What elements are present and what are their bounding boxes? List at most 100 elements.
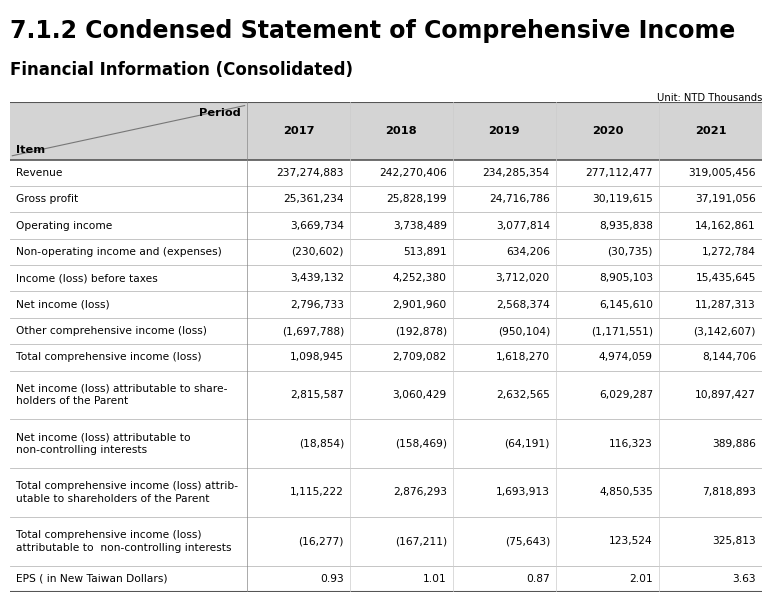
Text: 8,905,103: 8,905,103: [599, 273, 653, 283]
Text: 3,060,429: 3,060,429: [393, 390, 447, 400]
Text: 1.01: 1.01: [423, 574, 447, 584]
Text: 319,005,456: 319,005,456: [689, 168, 756, 178]
Text: 25,361,234: 25,361,234: [283, 194, 344, 204]
Text: 3,077,814: 3,077,814: [496, 221, 550, 231]
Text: 25,828,199: 25,828,199: [386, 194, 447, 204]
Text: 6,145,610: 6,145,610: [599, 300, 653, 310]
Bar: [10, 344, 762, 371]
Bar: [10, 160, 762, 186]
Text: 0.93: 0.93: [320, 574, 344, 584]
Text: Net income (loss): Net income (loss): [16, 300, 110, 310]
Text: Gross profit: Gross profit: [16, 194, 78, 204]
Text: 2017: 2017: [283, 126, 314, 136]
Text: Operating income: Operating income: [16, 221, 113, 231]
Text: 24,716,786: 24,716,786: [489, 194, 550, 204]
Text: 1,618,270: 1,618,270: [496, 352, 550, 362]
Text: 14,162,861: 14,162,861: [696, 221, 756, 231]
Text: (3,142,607): (3,142,607): [693, 326, 756, 336]
Text: (18,854): (18,854): [299, 439, 344, 448]
Text: 3,712,020: 3,712,020: [496, 273, 550, 283]
Text: (1,171,551): (1,171,551): [591, 326, 653, 336]
Text: (950,104): (950,104): [498, 326, 550, 336]
Text: (230,602): (230,602): [292, 247, 344, 257]
Text: (75,643): (75,643): [505, 536, 550, 546]
Bar: [10, 102, 762, 160]
Text: 3,669,734: 3,669,734: [290, 221, 344, 231]
Text: 277,112,477: 277,112,477: [585, 168, 653, 178]
Text: 4,252,380: 4,252,380: [393, 273, 447, 283]
Text: 2,709,082: 2,709,082: [393, 352, 447, 362]
Text: 325,813: 325,813: [713, 536, 756, 546]
Text: Net income (loss) attributable to share-
holders of the Parent: Net income (loss) attributable to share-…: [16, 383, 228, 407]
Bar: [10, 212, 762, 239]
Bar: [10, 186, 762, 212]
Text: 8,144,706: 8,144,706: [702, 352, 756, 362]
Text: Period: Period: [199, 108, 241, 118]
Text: (30,735): (30,735): [608, 247, 653, 257]
Text: 2,632,565: 2,632,565: [496, 390, 550, 400]
Text: 11,287,313: 11,287,313: [696, 300, 756, 310]
Text: 2019: 2019: [489, 126, 520, 136]
Text: Other comprehensive income (loss): Other comprehensive income (loss): [16, 326, 207, 336]
Text: 4,974,059: 4,974,059: [599, 352, 653, 362]
Bar: [10, 468, 762, 517]
Text: 7.1.2 Condensed Statement of Comprehensive Income: 7.1.2 Condensed Statement of Comprehensi…: [10, 19, 735, 43]
Bar: [10, 239, 762, 265]
Text: Unit: NTD Thousands: Unit: NTD Thousands: [657, 93, 762, 103]
Text: Net income (loss) attributable to
non-controlling interests: Net income (loss) attributable to non-co…: [16, 432, 191, 455]
Bar: [10, 517, 762, 566]
Text: 10,897,427: 10,897,427: [695, 390, 756, 400]
Text: 1,693,913: 1,693,913: [496, 487, 550, 498]
Text: (158,469): (158,469): [395, 439, 447, 448]
Text: EPS ( in New Taiwan Dollars): EPS ( in New Taiwan Dollars): [16, 574, 168, 584]
Text: 2,568,374: 2,568,374: [496, 300, 550, 310]
Text: 123,524: 123,524: [609, 536, 653, 546]
Text: 389,886: 389,886: [712, 439, 756, 448]
Text: 6,029,287: 6,029,287: [599, 390, 653, 400]
Text: 1,098,945: 1,098,945: [290, 352, 344, 362]
Text: 2.01: 2.01: [629, 574, 653, 584]
Text: 2,901,960: 2,901,960: [393, 300, 447, 310]
Text: 30,119,615: 30,119,615: [592, 194, 653, 204]
Text: Financial Information (Consolidated): Financial Information (Consolidated): [10, 61, 353, 79]
Bar: [10, 371, 762, 419]
Text: 1,115,222: 1,115,222: [290, 487, 344, 498]
Text: 7,818,893: 7,818,893: [702, 487, 756, 498]
Text: Total comprehensive income (loss)
attributable to  non-controlling interests: Total comprehensive income (loss) attrib…: [16, 530, 232, 553]
Text: 242,270,406: 242,270,406: [379, 168, 447, 178]
Text: (16,277): (16,277): [299, 536, 344, 546]
Text: 3.63: 3.63: [733, 574, 756, 584]
Text: Item: Item: [16, 145, 46, 155]
Bar: [10, 318, 762, 344]
Text: (1,697,788): (1,697,788): [282, 326, 344, 336]
Text: 234,285,354: 234,285,354: [482, 168, 550, 178]
Bar: [10, 566, 762, 592]
Text: 0.87: 0.87: [527, 574, 550, 584]
Text: 4,850,535: 4,850,535: [599, 487, 653, 498]
Text: 116,323: 116,323: [609, 439, 653, 448]
Text: 2021: 2021: [695, 126, 726, 136]
Text: 634,206: 634,206: [506, 247, 550, 257]
Text: Total comprehensive income (loss): Total comprehensive income (loss): [16, 352, 201, 362]
Text: Revenue: Revenue: [16, 168, 63, 178]
Text: 2,876,293: 2,876,293: [393, 487, 447, 498]
Text: 2020: 2020: [591, 126, 623, 136]
Text: 2018: 2018: [385, 126, 417, 136]
Bar: [10, 291, 762, 318]
Bar: [10, 419, 762, 468]
Text: (192,878): (192,878): [394, 326, 447, 336]
Bar: [10, 265, 762, 291]
Text: 237,274,883: 237,274,883: [276, 168, 344, 178]
Text: 513,891: 513,891: [403, 247, 447, 257]
Text: 2,815,587: 2,815,587: [290, 390, 344, 400]
Text: 15,435,645: 15,435,645: [696, 273, 756, 283]
Text: 37,191,056: 37,191,056: [696, 194, 756, 204]
Text: (167,211): (167,211): [394, 536, 447, 546]
Text: 2,796,733: 2,796,733: [290, 300, 344, 310]
Text: (64,191): (64,191): [505, 439, 550, 448]
Text: Total comprehensive income (loss) attrib-
utable to shareholders of the Parent: Total comprehensive income (loss) attrib…: [16, 481, 239, 504]
Text: 8,935,838: 8,935,838: [599, 221, 653, 231]
Text: 1,272,784: 1,272,784: [702, 247, 756, 257]
Text: Non-operating income and (expenses): Non-operating income and (expenses): [16, 247, 222, 257]
Text: Income (loss) before taxes: Income (loss) before taxes: [16, 273, 157, 283]
